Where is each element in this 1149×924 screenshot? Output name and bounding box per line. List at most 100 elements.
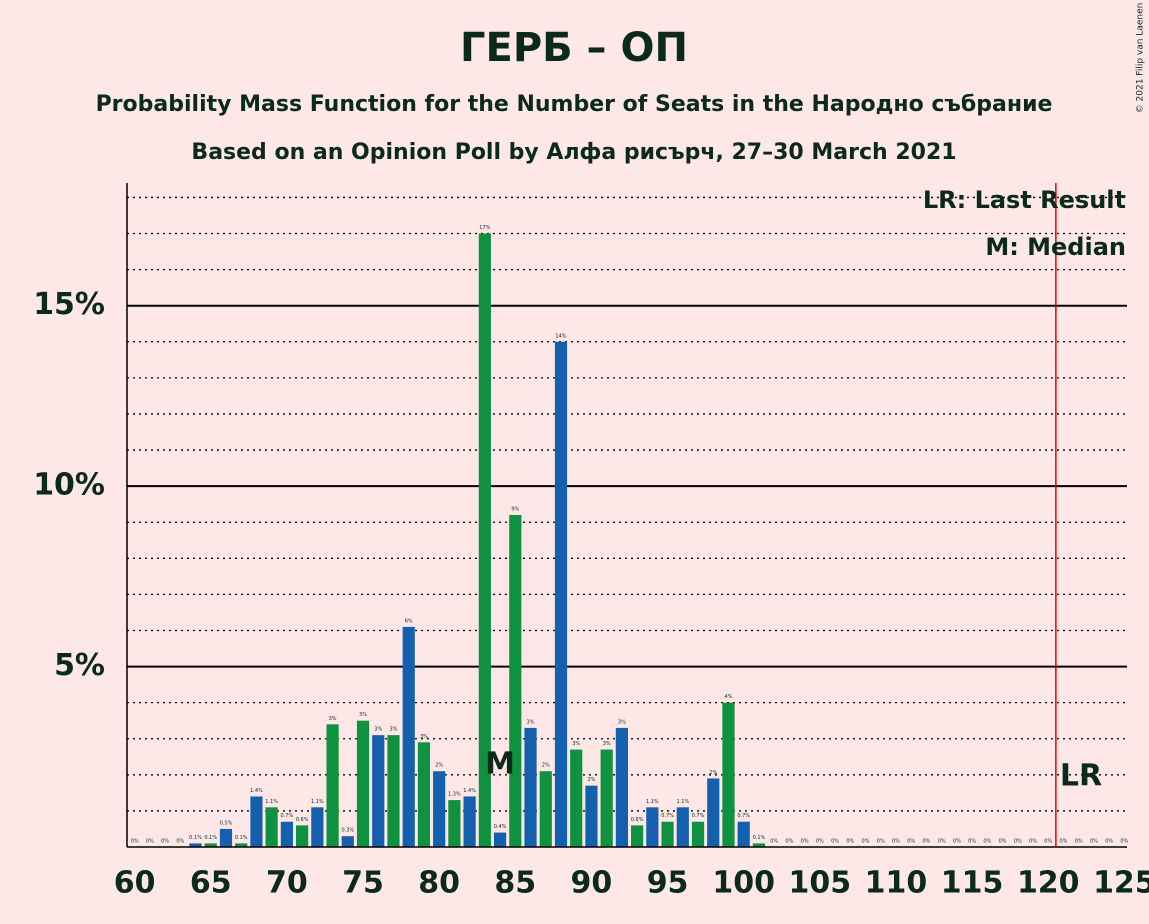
value-label: 9% (511, 507, 519, 513)
value-label: 0% (953, 839, 961, 845)
bar (737, 821, 750, 847)
x-tick-label: 105 (789, 866, 852, 901)
value-label: 0% (846, 839, 854, 845)
bar (600, 749, 613, 847)
value-label: 0% (1075, 839, 1083, 845)
median-marker: M (485, 747, 515, 782)
subtitle: Based on an Opinion Poll by Алфа рисърч,… (191, 140, 956, 165)
value-label: 0% (816, 839, 824, 845)
copyright: © 2021 Filip van Laenen (1136, 3, 1146, 114)
bar (539, 771, 552, 847)
y-tick-label: 15% (33, 287, 105, 322)
value-label: 1.1% (265, 799, 278, 805)
bar (722, 702, 735, 847)
x-tick-label: 65 (190, 866, 232, 901)
value-label: 0% (801, 839, 809, 845)
value-label: 0% (131, 839, 139, 845)
value-label: 0.7% (737, 813, 750, 819)
bar (433, 771, 446, 847)
bar (493, 832, 507, 847)
legend-entry: M: Median (985, 233, 1126, 261)
bar (554, 341, 568, 847)
value-label: 0% (968, 839, 976, 845)
legend-entry: LR: Last Result (923, 186, 1126, 214)
bar (235, 843, 248, 847)
x-tick-label: 85 (494, 866, 536, 901)
bar (646, 807, 659, 847)
bar (372, 735, 385, 847)
bar (311, 807, 324, 847)
x-tick-label: 60 (114, 866, 156, 901)
bar (265, 807, 278, 847)
value-label: 3% (374, 727, 382, 733)
value-label: 4% (725, 694, 733, 700)
value-label: 2% (709, 770, 717, 776)
x-tick-label: 90 (571, 866, 613, 901)
value-label: 0% (1060, 839, 1068, 845)
value-label: 0% (176, 839, 184, 845)
bar (417, 742, 431, 847)
x-tick-label: 115 (941, 866, 1004, 901)
value-label: 0.1% (189, 835, 202, 841)
value-label: 0% (922, 839, 930, 845)
value-label: 0% (938, 839, 946, 845)
value-label: 0% (161, 839, 169, 845)
value-label: 1.1% (676, 799, 689, 805)
subtitle: Probability Mass Function for the Number… (96, 92, 1053, 117)
x-tick-label: 80 (418, 866, 460, 901)
x-tick-label: 120 (1017, 866, 1080, 901)
value-label: 3% (390, 727, 398, 733)
chart-title: ГЕРБ – ОП (460, 25, 688, 71)
bar (356, 720, 370, 847)
y-tick-label: 5% (54, 648, 105, 683)
value-label: 0% (1090, 839, 1098, 845)
value-label: 0.6% (631, 817, 644, 823)
bar (341, 836, 354, 847)
bar (676, 807, 689, 847)
bar (707, 778, 720, 847)
value-label: 0% (999, 839, 1007, 845)
value-label: 0% (1014, 839, 1022, 845)
bar (524, 727, 537, 847)
bar (570, 749, 583, 847)
bar (661, 821, 674, 847)
value-label: 2% (435, 763, 443, 769)
value-label: 3% (618, 719, 626, 725)
value-label: 0.7% (661, 813, 674, 819)
bar (691, 821, 705, 847)
bar (752, 843, 766, 847)
value-label: 3% (603, 741, 611, 747)
value-label: 0.1% (235, 835, 248, 841)
bar (280, 821, 293, 847)
bar (509, 515, 522, 847)
bar (326, 724, 339, 847)
value-label: 0% (770, 839, 778, 845)
value-label: 0% (862, 839, 870, 845)
value-label: 0.5% (220, 820, 233, 826)
value-label: 0.1% (753, 835, 766, 841)
x-tick-label: 100 (712, 866, 775, 901)
value-label: 3% (527, 719, 535, 725)
value-label: 3% (572, 741, 580, 747)
value-label: 0.6% (296, 817, 309, 823)
value-label: 3% (359, 712, 367, 718)
bar (189, 843, 202, 847)
value-label: 0% (1029, 839, 1037, 845)
y-tick-label: 10% (33, 468, 105, 503)
value-label: 0.1% (204, 835, 217, 841)
value-label: 1.1% (646, 799, 659, 805)
value-label: 0.4% (494, 824, 507, 830)
bar (615, 727, 628, 847)
value-label: 3% (420, 734, 428, 740)
value-label: 0% (1120, 839, 1128, 845)
value-label: 0% (831, 839, 839, 845)
bar (250, 796, 263, 847)
bar (402, 626, 415, 847)
value-label: 0% (1044, 839, 1052, 845)
last-result-label: LR (1060, 759, 1102, 794)
value-label: 14% (555, 333, 566, 339)
bar (448, 800, 461, 847)
value-label: 0% (146, 839, 154, 845)
bar (478, 233, 491, 848)
